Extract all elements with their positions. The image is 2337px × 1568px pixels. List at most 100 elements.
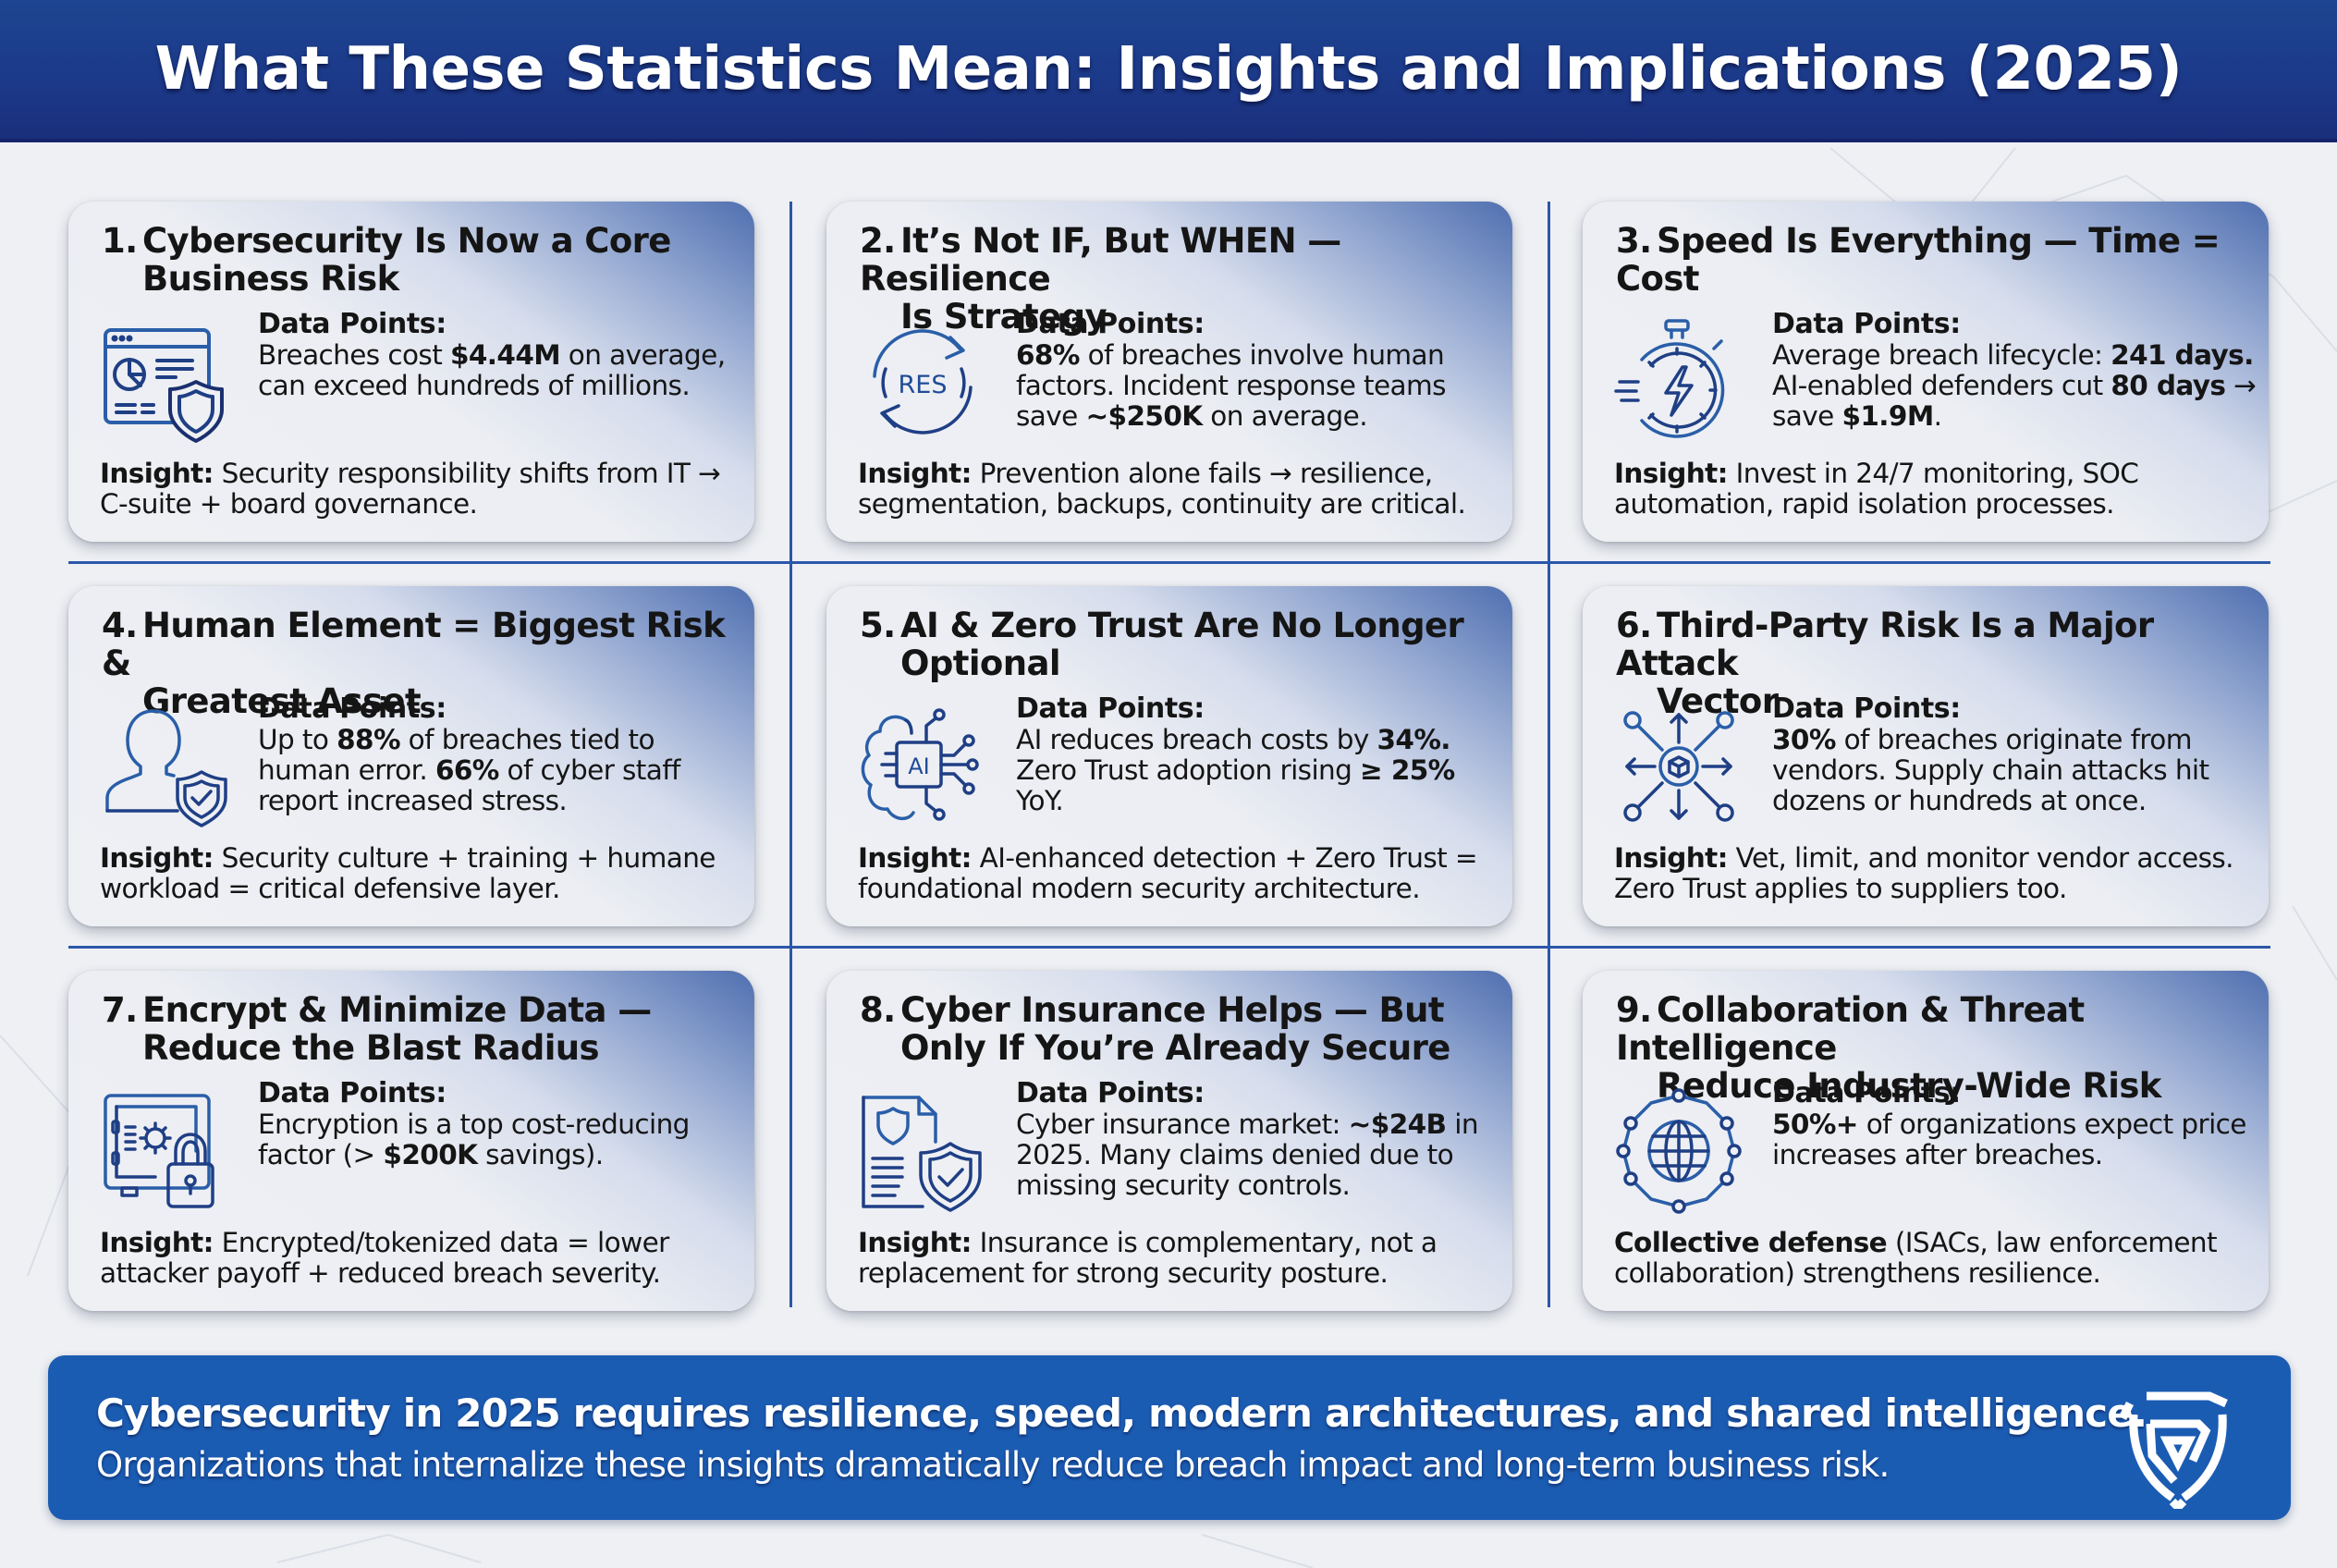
card-number: 9. — [1616, 990, 1652, 1030]
data-points-label: Data Points: — [258, 1077, 447, 1109]
insight-body: Encrypted/tokenized data = lower attacke… — [100, 1227, 669, 1289]
insight-card-5: 5. AI & Zero Trust Are No Longer Optional… — [826, 586, 1512, 926]
data-stat: 66% — [434, 754, 499, 786]
data-points-label: Data Points: — [1772, 1077, 1961, 1109]
data-stat: 80 days — [2111, 370, 2226, 401]
insight-body: Invest in 24/7 monitoring, SOC automatio… — [1614, 458, 2139, 520]
data-points-label: Data Points: — [258, 692, 447, 725]
insight-text: Insight: AI-enhanced detection + Zero Tr… — [858, 843, 1503, 904]
card-title: 1. Cybersecurity Is Now a Core Business R… — [102, 222, 738, 298]
card-title-line2: Vector — [1657, 681, 1779, 721]
data-text: of breaches involve human factors. Incid… — [1016, 339, 1447, 432]
resilience-cycle-icon: RES — [873, 329, 973, 435]
data-text: of breaches tied to human error. — [258, 724, 655, 786]
insight-text: Insight: Security responsibility shifts … — [100, 459, 745, 520]
data-points-text: 30% of breaches originate from vendors. … — [1772, 725, 2261, 816]
data-points-label: Data Points: — [1016, 308, 1205, 340]
card-number: 6. — [1616, 606, 1652, 645]
data-stat: ~$24B — [1348, 1109, 1447, 1140]
data-text: Encryption is a top cost-reducing factor… — [258, 1109, 690, 1170]
insight-label: Collective defense — [1614, 1227, 1888, 1258]
summary-headline: Cybersecurity in 2025 requires resilienc… — [96, 1390, 2147, 1436]
insight-card-2: 2. It’s Not IF, But WHEN — Resilience Is … — [826, 202, 1512, 542]
data-points-label: Data Points: — [1016, 692, 1205, 725]
data-text: Breaches cost — [258, 339, 450, 371]
page-title: What These Statistics Mean: Insights and… — [154, 35, 2183, 104]
summary-subline: Organizations that internalize these ins… — [96, 1445, 1890, 1485]
insight-body: Insurance is complementary, not a replac… — [858, 1227, 1438, 1289]
data-text: on average, can exceed hundreds of milli… — [258, 339, 726, 401]
insight-text: Insight: Insurance is complementary, not… — [858, 1228, 1503, 1289]
data-text: Up to — [258, 724, 337, 755]
data-stat: ~$250K — [1085, 400, 1203, 432]
data-points-label: Data Points: — [1772, 308, 1961, 340]
card-title-line1: Third-Party Risk Is a Major Attack — [1616, 606, 2154, 683]
insight-card-8: 8. Cyber Insurance Helps — But Only If Yo… — [826, 971, 1512, 1311]
grid-divider-horizontal — [68, 946, 2270, 949]
data-points-text: Breaches cost $4.44M on average, can exc… — [258, 340, 747, 401]
insight-label: Insight: — [100, 1227, 214, 1258]
data-text: → save — [1772, 370, 2257, 432]
data-text: YoY. — [1016, 785, 1064, 816]
policy-document-shield-icon — [862, 1096, 982, 1212]
ai-brain-chip-icon: AI — [861, 708, 979, 821]
insight-text: Collective defense (ISACs, law enforceme… — [1614, 1228, 2259, 1289]
data-text: AI-enabled defenders cut — [1772, 370, 2111, 401]
shield-logo-icon — [2118, 1391, 2228, 1509]
card-title: 9. Collaboration & Threat Intelligence Re… — [1616, 991, 2252, 1105]
card-number: 2. — [860, 221, 896, 261]
data-text: AI reduces breach costs by — [1016, 724, 1377, 755]
data-stat: 34%. — [1377, 724, 1450, 755]
svg-text:RES: RES — [899, 371, 948, 399]
card-title-line1: Collaboration & Threat Intelligence — [1616, 990, 2085, 1068]
data-text: of breaches originate from vendors. Supp… — [1772, 724, 2209, 816]
card-title: 5. AI & Zero Trust Are No Longer Optional — [860, 606, 1496, 682]
card-number: 3. — [1616, 221, 1652, 261]
insight-label: Insight: — [1614, 842, 1728, 874]
card-number: 7. — [102, 990, 138, 1030]
card-title-line1: Human Element = Biggest Risk & — [102, 606, 726, 683]
data-stat: 50%+ — [1772, 1109, 1859, 1140]
card-title: 2. It’s Not IF, But WHEN — Resilience Is … — [860, 222, 1496, 336]
card-number: 1. — [102, 221, 138, 261]
data-text: of cyber staff report increased stress. — [258, 754, 680, 816]
insight-label: Insight: — [858, 842, 972, 874]
insight-label: Insight: — [100, 842, 214, 874]
card-title: 8. Cyber Insurance Helps — But Only If Yo… — [860, 991, 1496, 1067]
insight-card-6: 6. Third-Party Risk Is a Major Attack Vec… — [1583, 586, 2269, 926]
card-title-line2: Reduce Industry-Wide Risk — [1657, 1066, 2161, 1106]
card-number: 8. — [860, 990, 896, 1030]
grid-divider-vertical — [789, 202, 792, 1307]
card-title: 6. Third-Party Risk Is a Major Attack Vec… — [1616, 606, 2252, 720]
card-number: 5. — [860, 606, 896, 645]
data-text: in 2025. Many claims denied due to missi… — [1016, 1109, 1479, 1201]
data-stat: 30% — [1772, 724, 1836, 755]
data-points-text: 68% of breaches involve human factors. I… — [1016, 340, 1505, 432]
data-points-text: Average breach lifecycle: 241 days. AI-e… — [1772, 340, 2261, 432]
data-text: Cyber insurance market: — [1016, 1109, 1349, 1140]
insight-card-4: 4. Human Element = Biggest Risk & Greates… — [68, 586, 754, 926]
insight-body: Security culture + training + humane wor… — [100, 842, 716, 904]
data-text: Average breach lifecycle: — [1772, 339, 2111, 371]
insight-card-1: 1. Cybersecurity Is Now a Core Business R… — [68, 202, 754, 542]
data-text: on average. — [1202, 400, 1367, 432]
insight-body: Prevention alone fails → resilience, seg… — [858, 458, 1466, 520]
insight-label: Insight: — [858, 1227, 972, 1258]
insight-body: Security responsibility shifts from IT →… — [100, 458, 721, 520]
insight-label: Insight: — [1614, 458, 1728, 489]
dashboard-shield-icon — [104, 328, 224, 443]
insight-text: Insight: Security culture + training + h… — [100, 843, 745, 904]
stopwatch-lightning-icon — [1614, 319, 1725, 438]
insight-card-3: 3. Speed Is Everything — Time = Cost Data… — [1583, 202, 2269, 542]
data-text: . — [1933, 400, 1942, 432]
insight-card-9: 9. Collaboration & Threat Intelligence Re… — [1583, 971, 2269, 1311]
data-text: savings). — [477, 1139, 604, 1170]
data-points-text: 50%+ of organizations expect price incre… — [1772, 1109, 2261, 1170]
insight-label: Insight: — [858, 458, 972, 489]
data-stat: 241 days. — [2111, 339, 2254, 371]
card-title-line2: Reduce the Blast Radius — [142, 1028, 600, 1068]
safe-lock-icon — [104, 1094, 214, 1208]
grid-divider-vertical — [1548, 202, 1550, 1307]
card-title-line2: Is Strategy — [900, 297, 1107, 337]
card-title-line1: Encrypt & Minimize Data — — [142, 990, 652, 1030]
